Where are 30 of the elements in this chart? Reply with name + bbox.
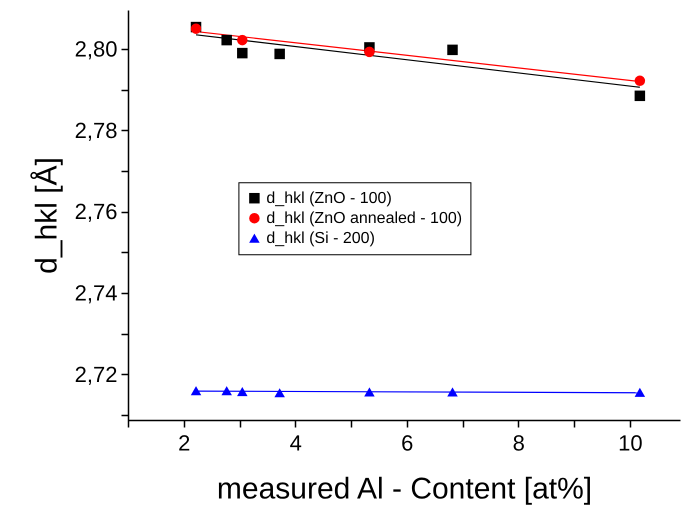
- legend-label: d_hkl (Si - 200): [266, 230, 375, 248]
- point: [364, 387, 375, 396]
- point: [237, 48, 248, 58]
- x-tick-label: 8: [512, 430, 525, 456]
- y-tick-label: 2,72: [74, 362, 118, 387]
- point: [221, 386, 232, 396]
- point: [447, 387, 458, 396]
- y-tick-label: 2,76: [74, 199, 118, 224]
- point: [634, 388, 646, 397]
- point: [634, 90, 646, 102]
- point: [237, 386, 248, 396]
- x-axis-title: measured Al - Content [at%]: [216, 472, 592, 506]
- point: [237, 34, 248, 46]
- y-tick-label: 2,80: [74, 36, 118, 62]
- x-tick-label: 4: [290, 430, 302, 456]
- y-tick-label: 2,78: [74, 118, 118, 143]
- point: [221, 34, 232, 46]
- point: [364, 46, 375, 58]
- x-tick-label: 10: [618, 430, 643, 456]
- y-tick-label: 2,74: [74, 280, 118, 306]
- point: [274, 48, 285, 60]
- x-tick-label: 2: [178, 430, 190, 456]
- legend-label: d_hkl (ZnO - 100): [266, 190, 392, 208]
- legend-label: d_hkl (ZnO annealed - 100): [266, 210, 462, 228]
- y-axis-title: d_hkl [Å]: [30, 157, 64, 274]
- x-tick-label: 6: [401, 430, 414, 456]
- point: [274, 388, 285, 398]
- point: [190, 386, 202, 396]
- point: [447, 44, 458, 56]
- point: [634, 76, 646, 86]
